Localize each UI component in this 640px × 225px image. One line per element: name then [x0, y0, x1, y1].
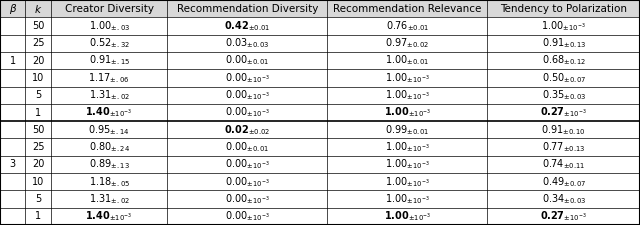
Text: $0.91_{\pm 0.10}$: $0.91_{\pm 0.10}$: [541, 123, 586, 137]
Text: $\mathbf{1.00}_{\pm 10^{-3}}$: $\mathbf{1.00}_{\pm 10^{-3}}$: [383, 106, 431, 119]
Text: 20: 20: [32, 160, 44, 169]
Text: 25: 25: [32, 142, 44, 152]
Text: $0.03_{\pm 0.03}$: $0.03_{\pm 0.03}$: [225, 36, 269, 50]
Text: $1.17_{\pm .06}$: $1.17_{\pm .06}$: [88, 71, 130, 85]
Text: $0.91_{\pm 0.13}$: $0.91_{\pm 0.13}$: [541, 36, 586, 50]
Text: $\mathbf{1.40}_{\pm 10^{-3}}$: $\mathbf{1.40}_{\pm 10^{-3}}$: [86, 106, 132, 119]
Text: $\beta$: $\beta$: [8, 2, 17, 16]
Text: $0.34_{\pm 0.03}$: $0.34_{\pm 0.03}$: [541, 192, 586, 206]
Text: $0.00_{\pm 10^{-3}}$: $0.00_{\pm 10^{-3}}$: [225, 175, 269, 189]
Text: 10: 10: [32, 177, 44, 187]
Text: $0.97_{\pm 0.02}$: $0.97_{\pm 0.02}$: [385, 36, 429, 50]
Text: $0.00_{\pm 10^{-3}}$: $0.00_{\pm 10^{-3}}$: [225, 88, 269, 102]
Text: 20: 20: [32, 56, 44, 65]
Text: $0.89_{\pm .13}$: $0.89_{\pm .13}$: [89, 158, 129, 171]
Text: $0.00_{\pm 10^{-3}}$: $0.00_{\pm 10^{-3}}$: [225, 106, 269, 119]
Text: 5: 5: [35, 90, 42, 100]
Text: $1.18_{\pm .05}$: $1.18_{\pm .05}$: [88, 175, 130, 189]
Text: $0.91_{\pm .15}$: $0.91_{\pm .15}$: [88, 54, 130, 68]
Text: $0.00_{\pm 10^{-3}}$: $0.00_{\pm 10^{-3}}$: [225, 71, 269, 85]
Text: 3: 3: [10, 160, 16, 169]
Text: $1.00_{\pm 10^{-3}}$: $1.00_{\pm 10^{-3}}$: [385, 158, 429, 171]
Text: $0.00_{\pm 0.01}$: $0.00_{\pm 0.01}$: [225, 140, 269, 154]
Text: Tendency to Polarization: Tendency to Polarization: [500, 4, 627, 14]
Text: $1.31_{\pm .02}$: $1.31_{\pm .02}$: [88, 88, 129, 102]
Text: 10: 10: [32, 73, 44, 83]
Text: $0.77_{\pm 0.13}$: $0.77_{\pm 0.13}$: [542, 140, 586, 154]
Text: Recommendation Relevance: Recommendation Relevance: [333, 4, 481, 14]
Text: 5: 5: [35, 194, 42, 204]
Text: 50: 50: [32, 21, 44, 31]
Text: $0.76_{\pm 0.01}$: $0.76_{\pm 0.01}$: [386, 19, 429, 33]
Text: $0.35_{\pm 0.03}$: $0.35_{\pm 0.03}$: [541, 88, 586, 102]
Text: $\mathbf{0.27}_{\pm 10^{-3}}$: $\mathbf{0.27}_{\pm 10^{-3}}$: [540, 106, 587, 119]
Text: $0.00_{\pm 0.01}$: $0.00_{\pm 0.01}$: [225, 54, 269, 68]
Text: $0.49_{\pm 0.07}$: $0.49_{\pm 0.07}$: [541, 175, 586, 189]
Text: $k$: $k$: [34, 3, 42, 15]
Text: $0.00_{\pm 10^{-3}}$: $0.00_{\pm 10^{-3}}$: [225, 192, 269, 206]
Text: $0.74_{\pm 0.11}$: $0.74_{\pm 0.11}$: [542, 158, 585, 171]
Text: $1.00_{\pm 10^{-3}}$: $1.00_{\pm 10^{-3}}$: [385, 192, 429, 206]
Text: $1.00_{\pm 10^{-3}}$: $1.00_{\pm 10^{-3}}$: [385, 140, 429, 154]
Text: $1.00_{\pm 10^{-3}}$: $1.00_{\pm 10^{-3}}$: [385, 175, 429, 189]
Text: $0.00_{\pm 10^{-3}}$: $0.00_{\pm 10^{-3}}$: [225, 209, 269, 223]
Text: 50: 50: [32, 125, 44, 135]
Text: $0.00_{\pm 10^{-3}}$: $0.00_{\pm 10^{-3}}$: [225, 158, 269, 171]
Text: $1.00_{\pm 10^{-3}}$: $1.00_{\pm 10^{-3}}$: [541, 19, 586, 33]
Text: $0.99_{\pm 0.01}$: $0.99_{\pm 0.01}$: [385, 123, 429, 137]
Text: $1.31_{\pm .02}$: $1.31_{\pm .02}$: [88, 192, 129, 206]
Bar: [0, 0, 640, 17]
Text: $\mathbf{0.02}_{\pm 0.02}$: $\mathbf{0.02}_{\pm 0.02}$: [224, 123, 271, 137]
Text: $\mathbf{1.40}_{\pm 10^{-3}}$: $\mathbf{1.40}_{\pm 10^{-3}}$: [86, 209, 132, 223]
Text: $0.50_{\pm 0.07}$: $0.50_{\pm 0.07}$: [541, 71, 586, 85]
Text: Creator Diversity: Creator Diversity: [65, 4, 154, 14]
Text: $0.68_{\pm 0.12}$: $0.68_{\pm 0.12}$: [541, 54, 586, 68]
Text: $0.95_{\pm .14}$: $0.95_{\pm .14}$: [88, 123, 130, 137]
Text: $\mathbf{0.42}_{\pm 0.01}$: $\mathbf{0.42}_{\pm 0.01}$: [224, 19, 271, 33]
Text: $0.52_{\pm .32}$: $0.52_{\pm .32}$: [88, 36, 129, 50]
Text: Recommendation Diversity: Recommendation Diversity: [177, 4, 318, 14]
Text: $1.00_{\pm .03}$: $1.00_{\pm .03}$: [88, 19, 130, 33]
Text: 1: 1: [10, 56, 16, 65]
Text: $1.00_{\pm 10^{-3}}$: $1.00_{\pm 10^{-3}}$: [385, 88, 429, 102]
Text: $1.00_{\pm 10^{-3}}$: $1.00_{\pm 10^{-3}}$: [385, 71, 429, 85]
Text: 1: 1: [35, 211, 41, 221]
Text: $0.80_{\pm .24}$: $0.80_{\pm .24}$: [88, 140, 130, 154]
Text: $\mathbf{1.00}_{\pm 10^{-3}}$: $\mathbf{1.00}_{\pm 10^{-3}}$: [383, 209, 431, 223]
Text: $1.00_{\pm 0.01}$: $1.00_{\pm 0.01}$: [385, 54, 429, 68]
Text: 25: 25: [32, 38, 44, 48]
Text: 1: 1: [35, 108, 41, 117]
Text: $\mathbf{0.27}_{\pm 10^{-3}}$: $\mathbf{0.27}_{\pm 10^{-3}}$: [540, 209, 587, 223]
